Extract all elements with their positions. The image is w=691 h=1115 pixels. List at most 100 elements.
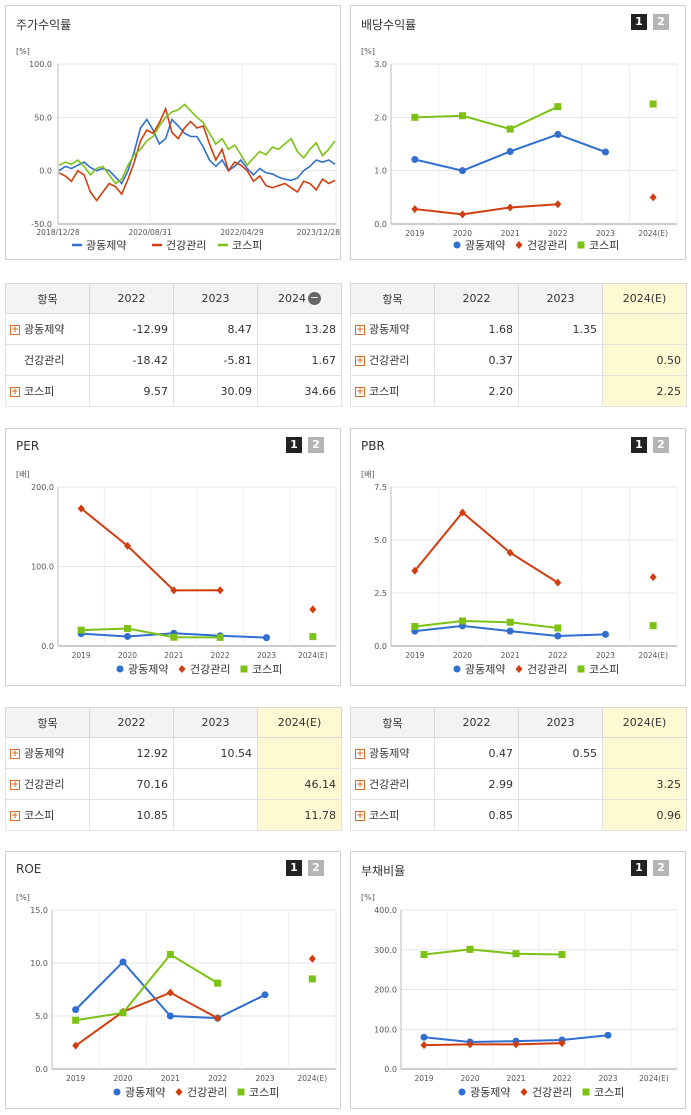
data-point bbox=[411, 205, 419, 214]
data-point bbox=[649, 100, 657, 108]
table-header-cell: 2022 bbox=[434, 283, 519, 314]
expand-icon[interactable]: + bbox=[10, 387, 20, 397]
row-label-cell[interactable]: + 광동제약 bbox=[350, 313, 435, 345]
y-tick-label: 2.5 bbox=[374, 589, 387, 598]
data-point bbox=[554, 578, 562, 587]
table-cell bbox=[518, 799, 603, 831]
table-cell bbox=[518, 344, 603, 376]
row-label-cell[interactable]: + 코스피 bbox=[5, 375, 90, 407]
expand-icon[interactable]: + bbox=[10, 749, 20, 759]
legend-label: 광동제약 bbox=[128, 662, 168, 676]
legend-marker-square bbox=[577, 665, 585, 673]
data-point bbox=[214, 979, 222, 987]
table-row: + 코스피 0.85 0.96 bbox=[350, 799, 687, 831]
x-tick-label: 2020 bbox=[460, 1074, 479, 1083]
table-header-cell: 2024(E) bbox=[602, 283, 687, 314]
series-line-1 bbox=[423, 1042, 563, 1047]
legend-marker-square bbox=[577, 241, 585, 249]
table-cell bbox=[602, 313, 687, 345]
x-tick-label: 2021 bbox=[164, 651, 183, 660]
data-point bbox=[411, 566, 419, 575]
x-tick-label: 2024(E) bbox=[638, 229, 668, 238]
x-tick-label: 2023 bbox=[257, 651, 276, 660]
data-point bbox=[459, 210, 466, 219]
expand-icon[interactable]: + bbox=[10, 811, 20, 821]
chart-tab-1-button[interactable]: 1 bbox=[631, 14, 647, 30]
row-label-cell[interactable]: + 광동제약 bbox=[5, 313, 90, 345]
data-point bbox=[420, 1033, 428, 1041]
chart-tab-2-button[interactable]: 2 bbox=[653, 437, 669, 453]
chart-tab-1-button[interactable]: 1 bbox=[286, 860, 302, 876]
x-tick-label: 2019 bbox=[405, 229, 424, 238]
series-line-1 bbox=[414, 203, 558, 216]
chart-tab-2-button[interactable]: 2 bbox=[308, 860, 324, 876]
data-point bbox=[506, 147, 514, 155]
data-point bbox=[411, 155, 419, 163]
table-header-cell: 2024− bbox=[257, 283, 342, 314]
expand-icon[interactable]: + bbox=[355, 325, 365, 335]
chart-tab-1-button[interactable]: 1 bbox=[286, 437, 302, 453]
dividend-yield-chart-panel: 배당수익률 1 2 [%] 3.0 2.0 1.0 0.0 2019 2020 2021 202… bbox=[350, 5, 686, 260]
data-point bbox=[506, 627, 514, 635]
table-header-row: 항목 2022 2023 2024(E) bbox=[5, 707, 342, 738]
x-tick-label: 2022 bbox=[548, 229, 567, 238]
data-point bbox=[166, 1012, 174, 1020]
table-row: + 코스피 10.85 11.78 bbox=[5, 799, 342, 831]
panel-title: 배당수익률 bbox=[361, 18, 417, 32]
legend-label: 코스피 bbox=[594, 1086, 624, 1099]
expand-icon[interactable]: + bbox=[355, 749, 365, 759]
legend-marker-square bbox=[237, 1088, 245, 1096]
row-label-cell[interactable]: + 건강관리 bbox=[350, 768, 435, 800]
chart-tab-1-button[interactable]: 1 bbox=[631, 437, 647, 453]
panel-title: 부채비율 bbox=[361, 864, 406, 878]
collapse-icon[interactable]: − bbox=[308, 291, 321, 306]
row-label-cell[interactable]: + 광동제약 bbox=[350, 737, 435, 769]
data-point bbox=[506, 618, 514, 626]
expand-icon[interactable]: + bbox=[355, 811, 365, 821]
legend-label: 코스피 bbox=[252, 663, 282, 676]
row-label-cell[interactable]: 건강관리 bbox=[5, 344, 90, 376]
y-tick-label: 0.0 bbox=[41, 642, 54, 651]
series-line-2 bbox=[81, 627, 221, 639]
table-header-row: 항목 2022 2023 2024(E) bbox=[350, 283, 687, 314]
y-tick-label: 0.0 bbox=[39, 167, 52, 176]
chart-tab-1-button[interactable]: 1 bbox=[631, 860, 647, 876]
table-row: + 코스피 2.20 2.25 bbox=[350, 375, 687, 407]
per-chart: [배]200.0 100.0 0.0 2019 2020 2021 2022 2023 2024… bbox=[16, 470, 337, 676]
row-label-cell[interactable]: + 광동제약 bbox=[5, 737, 90, 769]
table-cell bbox=[257, 737, 342, 769]
row-label-cell[interactable]: + 코스피 bbox=[5, 799, 90, 831]
row-label-cell[interactable]: + 건강관리 bbox=[350, 344, 435, 376]
expand-icon[interactable]: + bbox=[355, 387, 365, 397]
row-label-cell[interactable]: + 코스피 bbox=[350, 799, 435, 831]
row-label-cell[interactable]: + 코스피 bbox=[350, 375, 435, 407]
x-tick-label: 2020/08/31 bbox=[128, 228, 171, 237]
legend-label: 건강관리 bbox=[532, 1086, 572, 1099]
table-cell: 0.85 bbox=[434, 799, 519, 831]
series-line-1 bbox=[414, 511, 559, 584]
data-point bbox=[604, 1031, 612, 1039]
table-row: + 건강관리 2.99 3.25 bbox=[350, 768, 687, 800]
expand-icon[interactable]: + bbox=[355, 780, 365, 790]
table-cell: 0.50 bbox=[602, 344, 687, 376]
data-point bbox=[554, 632, 562, 640]
chart-tab-2-button[interactable]: 2 bbox=[308, 437, 324, 453]
row-label-cell[interactable]: + 건강관리 bbox=[5, 768, 90, 800]
data-point bbox=[309, 633, 317, 641]
y-tick-label: 1.0 bbox=[374, 167, 387, 176]
table-header-cell: 2023 bbox=[173, 283, 258, 314]
data-point bbox=[216, 633, 224, 641]
chart-tab-2-button[interactable]: 2 bbox=[653, 14, 669, 30]
expand-icon[interactable]: + bbox=[10, 325, 20, 335]
x-tick-label: 2020 bbox=[453, 229, 472, 238]
debt-ratio-chart: [%] 400.0 300.0 200.0 100.0 0.0 2019 2020 2021 20… bbox=[361, 893, 678, 1099]
expand-icon[interactable]: + bbox=[10, 780, 20, 790]
legend-label: 광동제약 bbox=[86, 238, 126, 252]
x-tick-label: 2021 bbox=[501, 229, 520, 238]
unit-label: [배] bbox=[16, 470, 30, 479]
chart-tab-2-button[interactable]: 2 bbox=[653, 860, 669, 876]
data-point bbox=[602, 148, 609, 156]
table-cell: 2.20 bbox=[434, 375, 519, 407]
expand-icon[interactable]: + bbox=[355, 356, 365, 366]
data-point bbox=[558, 951, 566, 959]
